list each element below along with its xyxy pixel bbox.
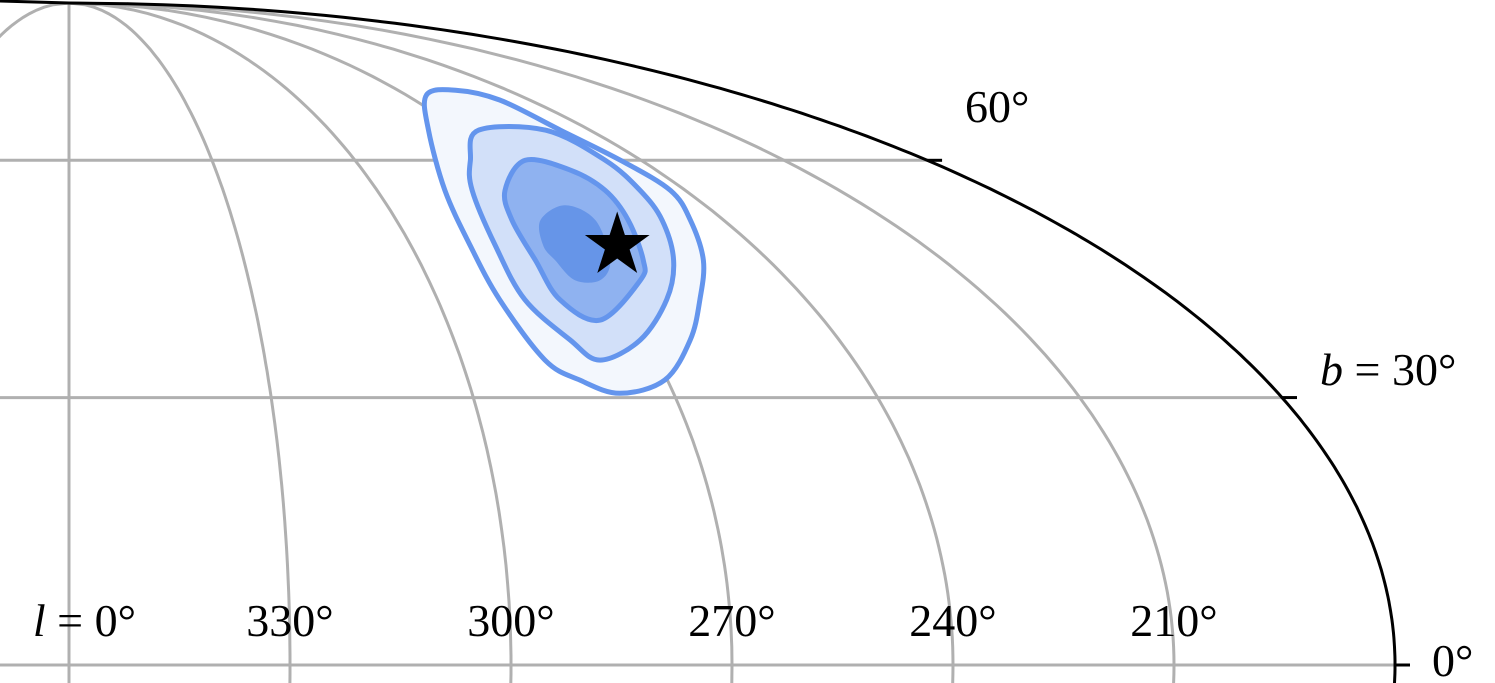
lon-label-270: 270°	[688, 595, 775, 646]
contour-level-4	[538, 205, 611, 283]
meridian-l-330	[68, 1, 292, 683]
lon-label-330: 330°	[246, 595, 333, 646]
meridian-l-30	[0, 1, 70, 39]
lat-label-0: 0°	[1432, 635, 1473, 683]
lon-label-240: 240°	[909, 595, 996, 646]
meridian-l-300	[68, 1, 513, 683]
lon-label-300: 300°	[467, 595, 554, 646]
lon-label-0: l = 0°	[33, 595, 136, 646]
lat-label-60: 60°	[965, 81, 1029, 132]
map-boundary	[0, 0, 1397, 683]
star-marker	[584, 211, 650, 273]
meridian-l-210	[68, 1, 1176, 683]
lon-label-210: 210°	[1130, 595, 1217, 646]
meridian-l-240	[68, 1, 955, 683]
lat-label-30: b = 30°	[1320, 344, 1456, 395]
